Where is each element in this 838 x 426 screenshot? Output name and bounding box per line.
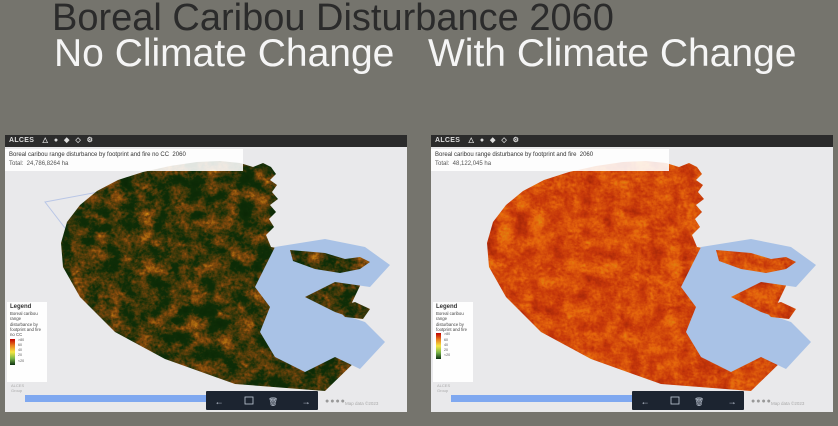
- svg-text:←: ←: [641, 397, 650, 407]
- svg-text:←: ←: [215, 397, 224, 407]
- svg-text:→: →: [302, 397, 311, 407]
- svg-text:🗑: 🗑: [694, 398, 704, 407]
- svg-text:🗑: 🗑: [268, 398, 278, 407]
- svg-text:→: →: [728, 397, 737, 407]
